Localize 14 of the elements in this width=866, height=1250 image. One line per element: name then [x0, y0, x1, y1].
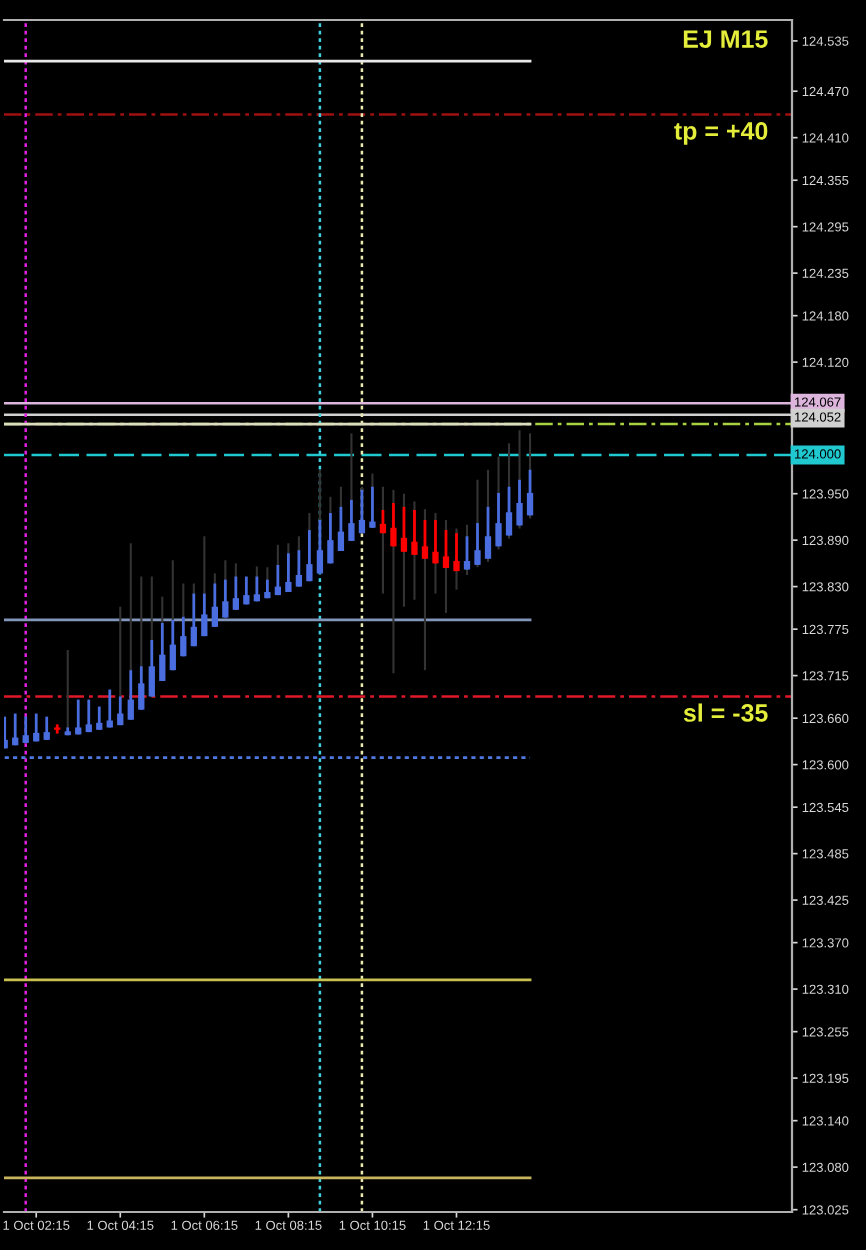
candlestick: [75, 698, 82, 736]
annotation: sl = -35: [683, 703, 768, 722]
candlestick: [421, 518, 429, 561]
candlestick: [117, 695, 124, 727]
chart-title: EJ M15: [683, 30, 768, 48]
candlestick: [106, 688, 113, 729]
annotation: tp = +40: [674, 122, 768, 145]
candlestick: [243, 575, 250, 606]
candlestick: [96, 705, 103, 732]
candlestick: [43, 715, 50, 742]
candlestick: [127, 668, 134, 722]
candlestick: [390, 501, 397, 548]
candlestick: [85, 698, 92, 734]
candlestick: [22, 715, 29, 745]
